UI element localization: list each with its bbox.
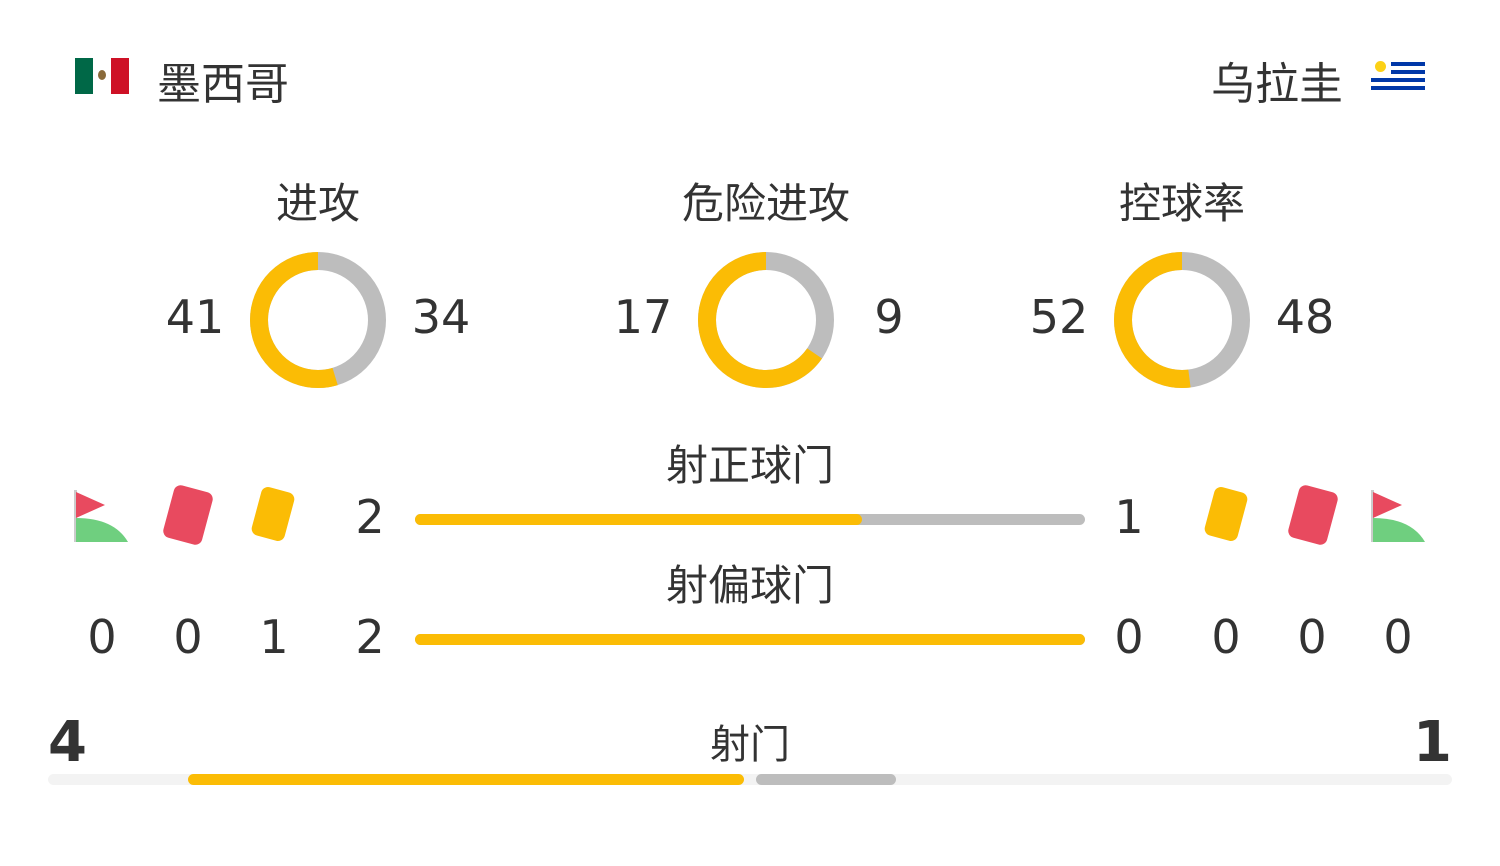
donut-away-value: 48 bbox=[1275, 290, 1335, 344]
donut-home-value: 17 bbox=[613, 290, 673, 344]
home-shots-on: 2 bbox=[355, 490, 385, 544]
away-yellow-cards: 0 bbox=[1211, 610, 1241, 664]
donut-label: 控球率 bbox=[1118, 179, 1246, 228]
home-team-name: 墨西哥 bbox=[157, 59, 289, 110]
home-corner-flag-icon bbox=[74, 490, 128, 542]
donut-away-value: 34 bbox=[411, 290, 471, 344]
mexico-flag-icon bbox=[75, 58, 129, 94]
home-shots-off: 2 bbox=[355, 610, 385, 664]
donut-label: 危险进攻 bbox=[681, 179, 851, 228]
shots-on-label: 射正球门 bbox=[665, 441, 835, 490]
shots-on-bar bbox=[415, 514, 1085, 525]
away-shots-off: 0 bbox=[1114, 610, 1144, 664]
uruguay-flag-icon bbox=[1371, 58, 1425, 94]
away-shots-on: 1 bbox=[1114, 490, 1144, 544]
away-team-name: 乌拉圭 bbox=[1211, 59, 1343, 110]
donut-chart bbox=[698, 252, 834, 388]
shots-off-home-fill bbox=[415, 634, 1085, 645]
shots-on-home-fill bbox=[415, 514, 862, 525]
shots-label: 射门 bbox=[710, 722, 790, 768]
home-shots: 4 bbox=[48, 710, 87, 775]
donut-home-arc bbox=[250, 252, 386, 388]
donut-chart bbox=[1114, 252, 1250, 388]
home-red-card-icon bbox=[161, 483, 215, 547]
home-yellow-card-icon bbox=[250, 485, 296, 543]
donut-home-value: 41 bbox=[165, 290, 225, 344]
donut-chart bbox=[250, 252, 386, 388]
donut-home-arc bbox=[1114, 252, 1250, 388]
home-yellow-cards: 1 bbox=[259, 610, 289, 664]
away-corner-flag-icon bbox=[1371, 490, 1425, 542]
donut-home-value: 52 bbox=[1029, 290, 1089, 344]
away-corners: 0 bbox=[1383, 610, 1413, 664]
shots-away-fill bbox=[756, 774, 896, 785]
shots-off-bar bbox=[415, 634, 1085, 645]
donut-label: 进攻 bbox=[275, 179, 361, 228]
shots-off-label: 射偏球门 bbox=[665, 561, 835, 610]
donut-home-arc bbox=[698, 252, 834, 388]
home-corners: 0 bbox=[87, 610, 117, 664]
away-red-cards: 0 bbox=[1297, 610, 1327, 664]
donut-away-value: 9 bbox=[874, 290, 904, 344]
shots-home-fill bbox=[188, 774, 744, 785]
home-red-cards: 0 bbox=[173, 610, 203, 664]
away-yellow-card-icon bbox=[1203, 485, 1249, 543]
away-shots: 1 bbox=[1413, 710, 1452, 775]
shots-bar-track bbox=[48, 774, 1452, 785]
away-red-card-icon bbox=[1286, 483, 1340, 547]
